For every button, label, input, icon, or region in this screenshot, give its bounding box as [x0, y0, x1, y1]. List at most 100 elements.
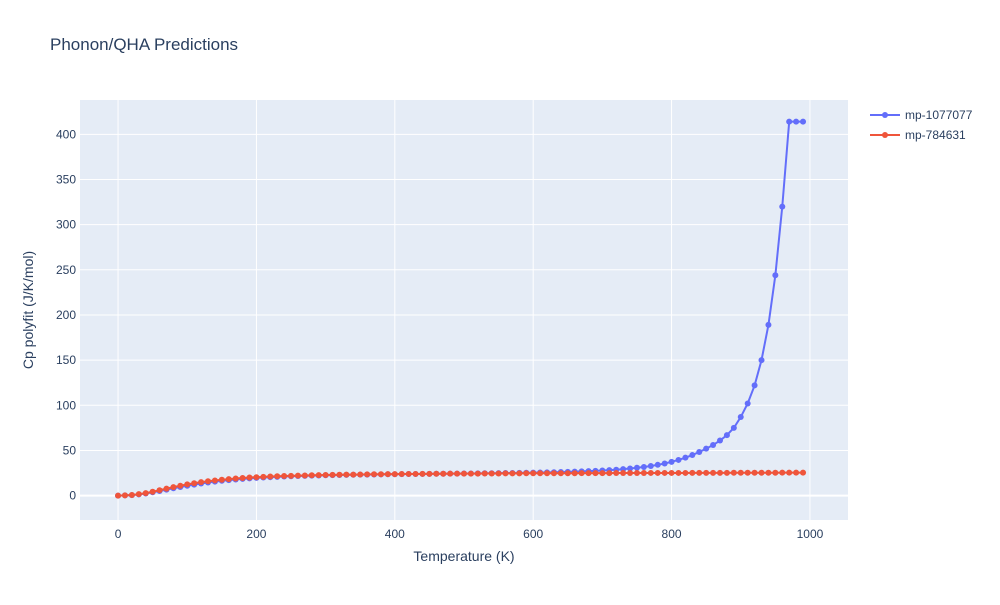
data-point[interactable] [696, 469, 703, 476]
data-point[interactable] [751, 382, 758, 389]
data-point[interactable] [613, 470, 620, 477]
data-point[interactable] [502, 470, 509, 477]
data-point[interactable] [177, 482, 184, 489]
data-point[interactable] [800, 469, 807, 476]
data-point[interactable] [274, 473, 281, 480]
data-point[interactable] [765, 469, 772, 476]
data-point[interactable] [288, 472, 295, 479]
data-point[interactable] [474, 470, 481, 477]
data-point[interactable] [703, 469, 710, 476]
data-point[interactable] [723, 432, 730, 439]
data-point[interactable] [758, 469, 765, 476]
data-point[interactable] [772, 272, 779, 279]
data-point[interactable] [115, 492, 122, 499]
data-point[interactable] [537, 470, 544, 477]
data-point[interactable] [467, 470, 474, 477]
data-point[interactable] [737, 469, 744, 476]
data-point[interactable] [142, 490, 149, 497]
data-point[interactable] [654, 461, 661, 468]
data-point[interactable] [135, 491, 142, 498]
data-point[interactable] [592, 470, 599, 477]
data-point[interactable] [433, 470, 440, 477]
data-point[interactable] [481, 470, 488, 477]
data-point[interactable] [294, 472, 301, 479]
data-point[interactable] [461, 470, 467, 477]
data-point[interactable] [315, 472, 322, 479]
data-point[interactable] [350, 471, 357, 478]
data-point[interactable] [246, 474, 253, 481]
data-point[interactable] [571, 470, 578, 477]
data-point[interactable] [793, 469, 800, 476]
data-point[interactable] [128, 491, 135, 498]
series-mp-784631[interactable] [115, 469, 807, 499]
data-point[interactable] [627, 465, 634, 472]
series-line[interactable] [118, 471, 804, 497]
data-point[interactable] [675, 469, 682, 476]
data-point[interactable] [717, 469, 723, 476]
data-point[interactable] [710, 442, 717, 449]
data-point[interactable] [336, 471, 343, 478]
data-point[interactable] [371, 471, 378, 478]
data-point[interactable] [544, 470, 551, 477]
data-point[interactable] [516, 470, 523, 477]
data-point[interactable] [121, 492, 128, 499]
data-point[interactable] [710, 469, 717, 476]
data-point[interactable] [239, 475, 246, 481]
data-point[interactable] [654, 469, 661, 476]
data-point[interactable] [758, 357, 765, 364]
data-point[interactable] [751, 469, 758, 476]
data-point[interactable] [717, 437, 723, 444]
data-point[interactable] [384, 471, 391, 478]
legend-item[interactable]: mp-1077077 [870, 108, 973, 122]
data-point[interactable] [661, 460, 668, 467]
data-point[interactable] [793, 118, 800, 125]
data-point[interactable] [696, 448, 703, 455]
data-point[interactable] [633, 470, 640, 477]
data-point[interactable] [703, 445, 710, 452]
data-point[interactable] [737, 414, 744, 421]
data-point[interactable] [578, 470, 585, 477]
data-point[interactable] [640, 470, 647, 477]
data-point[interactable] [426, 470, 433, 477]
data-point[interactable] [488, 470, 495, 477]
data-point[interactable] [405, 470, 412, 477]
data-point[interactable] [454, 470, 461, 477]
data-point[interactable] [744, 400, 751, 407]
data-point[interactable] [675, 456, 682, 463]
data-point[interactable] [419, 470, 426, 477]
data-point[interactable] [281, 473, 288, 480]
data-point[interactable] [156, 487, 163, 494]
data-point[interactable] [730, 469, 737, 476]
data-point[interactable] [377, 471, 384, 478]
data-point[interactable] [322, 472, 329, 479]
data-point[interactable] [267, 473, 274, 480]
data-point[interactable] [260, 473, 267, 480]
data-point[interactable] [343, 471, 350, 478]
data-point[interactable] [412, 470, 419, 477]
data-point[interactable] [689, 452, 696, 459]
data-point[interactable] [800, 118, 807, 125]
data-point[interactable] [163, 485, 170, 492]
data-point[interactable] [682, 454, 689, 461]
data-point[interactable] [744, 469, 751, 476]
data-point[interactable] [786, 469, 793, 476]
data-point[interactable] [253, 474, 260, 481]
data-point[interactable] [765, 321, 772, 328]
data-point[interactable] [232, 475, 239, 482]
data-point[interactable] [723, 469, 730, 476]
data-point[interactable] [627, 470, 634, 477]
data-point[interactable] [668, 469, 675, 476]
data-point[interactable] [779, 469, 786, 476]
data-point[interactable] [647, 462, 654, 469]
data-point[interactable] [205, 478, 211, 485]
legend-item[interactable]: mp-784631 [870, 128, 966, 142]
data-point[interactable] [211, 477, 218, 484]
data-point[interactable] [530, 470, 537, 477]
data-point[interactable] [647, 469, 654, 476]
data-point[interactable] [779, 203, 786, 210]
data-point[interactable] [391, 471, 398, 478]
data-point[interactable] [149, 488, 156, 495]
series-layer[interactable] [115, 118, 807, 499]
data-point[interactable] [523, 470, 530, 477]
data-point[interactable] [170, 484, 177, 491]
